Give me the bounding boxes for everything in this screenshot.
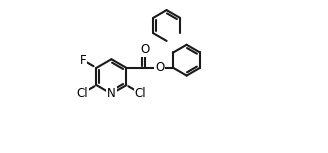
Text: F: F [80,54,86,67]
Text: Cl: Cl [76,87,88,100]
Text: N: N [107,87,116,100]
Text: O: O [140,43,149,56]
Text: O: O [155,61,164,74]
Text: Cl: Cl [135,87,146,100]
